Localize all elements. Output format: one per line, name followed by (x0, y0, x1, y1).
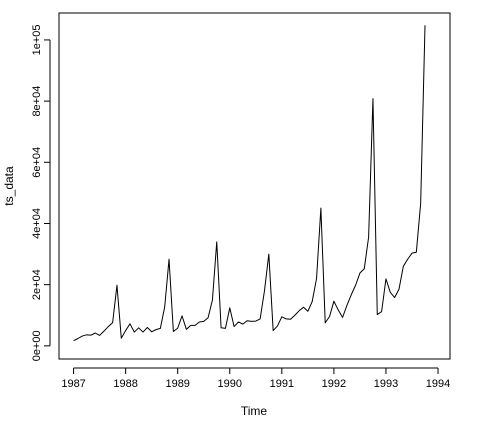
y-tick-label: 6e+04 (31, 147, 43, 178)
x-tick-label: 1992 (322, 378, 346, 390)
y-axis-title: ts_data (2, 166, 16, 206)
x-tick-label: 1991 (270, 378, 294, 390)
x-tick-label: 1987 (61, 378, 85, 390)
series-line (73, 25, 426, 342)
x-tick-label: 1989 (165, 378, 189, 390)
x-axis: 1987 1988 1989 1990 1991 1992 1993 1994 (61, 367, 450, 390)
x-tick-label: 1988 (113, 378, 137, 390)
y-tick-label: 2e+04 (31, 269, 43, 300)
x-tick-label: 1993 (374, 378, 398, 390)
x-tick-label: 1994 (426, 378, 450, 390)
y-tick-label: 8e+04 (31, 86, 43, 117)
series-layer (73, 25, 426, 342)
y-tick-label: 0e+00 (31, 330, 43, 361)
x-tick-label: 1990 (218, 378, 242, 390)
y-axis: 0e+00 2e+04 4e+04 6e+04 8e+04 1e+05 (31, 24, 51, 361)
x-axis-title: Time (241, 404, 268, 418)
y-tick-label: 4e+04 (31, 208, 43, 239)
y-tick-label: 1e+05 (31, 24, 43, 55)
plot-frame (58, 12, 451, 360)
